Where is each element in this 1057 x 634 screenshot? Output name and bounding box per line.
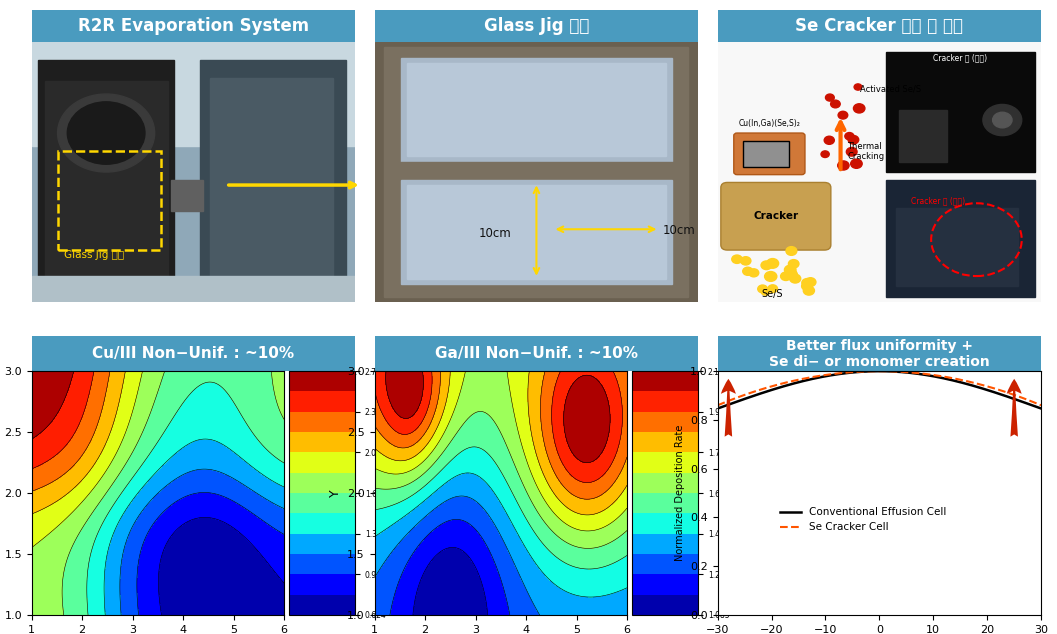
Bar [200,60,346,289]
Text: Cu(In,Ga)(Se,S)₂: Cu(In,Ga)(Se,S)₂ [739,119,800,128]
Se Cracker Cell [867,368,879,375]
Circle shape [838,112,848,119]
Se Cracker Cell [1035,401,1047,409]
Bar [209,79,333,281]
Text: Cu/III Non−Unif. : ~10%: Cu/III Non−Unif. : ~10% [92,346,295,361]
Circle shape [761,288,769,295]
Circle shape [983,105,1022,136]
Text: Se/S: Se/S [762,290,783,299]
Circle shape [803,286,815,295]
Circle shape [838,161,849,170]
Bar [171,180,203,211]
Circle shape [758,285,767,293]
Conventional Effusion Cell [867,368,879,375]
Circle shape [741,257,750,265]
Text: Activated Se/S: Activated Se/S [860,84,921,93]
Bar [886,53,1035,172]
Conventional Effusion Cell [711,404,724,412]
Circle shape [824,136,834,145]
Bar [44,81,168,276]
Circle shape [731,255,742,263]
Text: R2R Evaporation System: R2R Evaporation System [78,16,309,35]
Text: Cracker 셀 (외부): Cracker 셀 (외부) [910,197,965,205]
Circle shape [767,285,778,292]
Circle shape [789,259,799,268]
Se Cracker Cell [873,367,886,375]
Circle shape [766,259,779,268]
Bar [401,58,672,162]
Bar [895,209,1019,287]
Circle shape [831,100,840,108]
Circle shape [784,269,797,280]
Circle shape [57,94,154,172]
Circle shape [786,247,797,256]
Se Cracker Cell [887,368,900,375]
Se Cracker Cell [1027,399,1040,406]
Conventional Effusion Cell [977,385,989,392]
Bar [391,162,682,178]
Text: Cracker 셀 (내부): Cracker 셀 (내부) [933,53,987,62]
Circle shape [781,272,791,280]
Circle shape [805,278,816,287]
Legend: Conventional Effusion Cell, Se Cracker Cell: Conventional Effusion Cell, Se Cracker C… [776,503,950,536]
Circle shape [853,104,865,113]
Circle shape [748,269,759,277]
Conventional Effusion Cell [865,368,877,375]
Bar [407,63,666,157]
Circle shape [821,151,830,157]
Text: Better flux uniformity +
Se di− or monomer creation: Better flux uniformity + Se di− or monom… [769,339,989,369]
Circle shape [847,148,857,156]
Circle shape [845,133,854,140]
Text: Glass Jig 제작: Glass Jig 제작 [64,250,124,260]
Bar [407,185,666,279]
Line: Conventional Effusion Cell: Conventional Effusion Cell [718,371,1041,408]
Bar [32,42,355,146]
Circle shape [790,274,801,283]
Text: Glass Jig 구조: Glass Jig 구조 [484,16,589,35]
Circle shape [848,136,858,144]
Circle shape [851,159,863,169]
Circle shape [802,278,812,287]
Circle shape [743,267,753,275]
Circle shape [993,112,1012,128]
Conventional Effusion Cell [887,368,900,375]
Circle shape [801,281,813,290]
Bar [32,276,355,302]
Text: 10cm: 10cm [478,227,511,240]
Se Cracker Cell [865,368,877,375]
Se Cracker Cell [977,382,989,389]
Bar [886,180,1035,297]
Bar [38,60,174,281]
Line: Se Cracker Cell: Se Cracker Cell [718,371,1041,405]
Conventional Effusion Cell [1035,404,1047,412]
Circle shape [761,261,772,269]
Text: Thermal
Cracking: Thermal Cracking [847,141,884,161]
FancyBboxPatch shape [743,141,789,167]
Se Cracker Cell [905,368,917,376]
Y-axis label: Normalized Deposition Rate: Normalized Deposition Rate [674,425,685,561]
Conventional Effusion Cell [905,369,917,377]
Text: Cracker: Cracker [754,211,798,221]
FancyBboxPatch shape [734,133,805,174]
Text: Ga/III Non−Unif. : ~10%: Ga/III Non−Unif. : ~10% [434,346,638,361]
Bar [401,180,672,284]
Circle shape [784,265,796,275]
Text: Se Cracker 구조 및 장비: Se Cracker 구조 및 장비 [795,16,963,35]
FancyBboxPatch shape [721,183,831,250]
Bar [898,110,947,162]
Conventional Effusion Cell [873,367,886,375]
Conventional Effusion Cell [1027,402,1040,410]
Circle shape [68,102,145,164]
Y-axis label: Y: Y [329,489,341,497]
Circle shape [854,84,861,90]
Se Cracker Cell [711,401,724,409]
Circle shape [764,271,777,281]
Circle shape [826,94,834,101]
Text: 10cm: 10cm [663,224,696,238]
